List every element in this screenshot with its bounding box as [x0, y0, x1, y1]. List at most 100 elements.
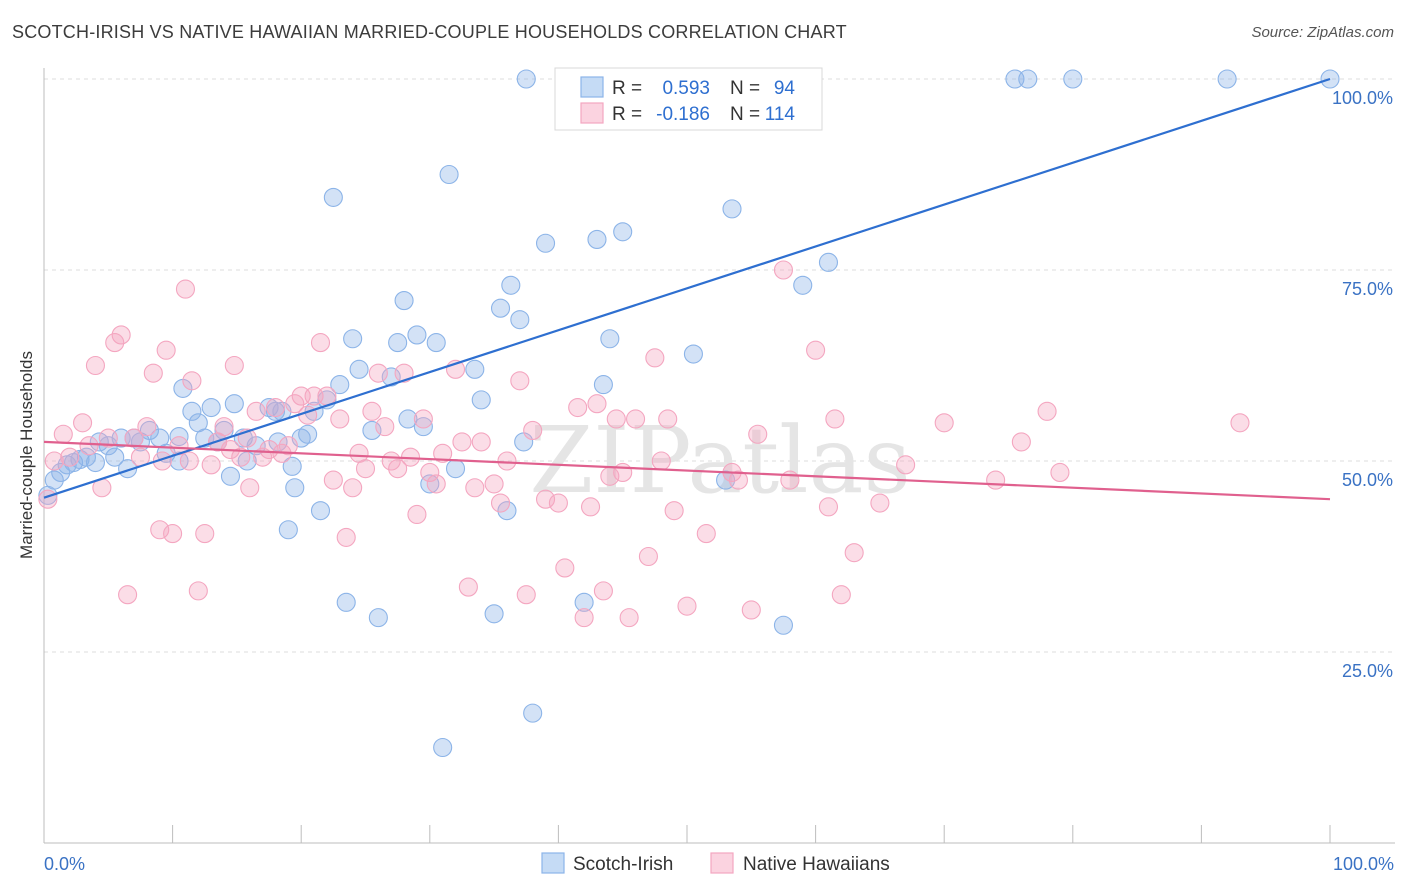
scotch-irish-point-75: [600, 329, 620, 349]
scotch-irish-point-68: [510, 310, 530, 330]
legend-n-value-2: 114: [765, 104, 796, 125]
y-tick-labels: 25.0% 50.0% 75.0% 100.0%: [1332, 88, 1393, 681]
scotch-irish-point-40: [298, 424, 318, 444]
scotch-irish-point-66: [497, 501, 517, 521]
scotch-irish-point-28: [224, 394, 244, 414]
native-hawaiian-point-30: [224, 355, 244, 376]
native-hawaiian-trend-line: [43, 440, 1331, 501]
native-hawaiian-point-8: [98, 428, 118, 448]
native-hawaiian-point-61: [420, 462, 440, 483]
native-hawaiian-point-89: [645, 348, 665, 368]
scotch-irish-point-67: [501, 275, 521, 295]
y-tick-label-100: 100.0%: [1332, 88, 1393, 108]
scotch-irish-point-65: [490, 298, 511, 318]
native-hawaiian-point-111: [1037, 401, 1057, 421]
native-hawaiian-point-22: [179, 451, 199, 471]
scotch-irish-point-37: [285, 478, 305, 498]
scotch-irish-point-27: [220, 466, 241, 486]
native-hawaiian-point-90: [651, 451, 671, 471]
native-hawaiian-point-68: [471, 432, 491, 452]
scotch-irish-point-83: [516, 69, 536, 89]
native-hawaiian-point-69: [484, 474, 504, 494]
y-tick-label-25: 25.0%: [1342, 661, 1393, 681]
scotch-irish-point-60: [439, 164, 459, 185]
native-hawaiian-point-67: [465, 478, 485, 498]
bottom-legend-swatch-native-hawaiians: [710, 852, 734, 874]
scotch-irish-point-36: [278, 520, 298, 540]
scotch-irish-point-52: [388, 333, 408, 353]
native-hawaiian-point-101: [806, 340, 826, 360]
native-hawaiian-point-78: [568, 397, 588, 418]
native-hawaiian-point-12: [124, 428, 144, 448]
scotch-irish-point-54: [398, 409, 418, 429]
scotch-irish-point-45: [330, 375, 350, 395]
native-hawaiian-point-71: [497, 451, 517, 471]
native-hawaiian-point-4: [73, 413, 93, 433]
native-hawaiian-point-86: [619, 608, 639, 628]
scotch-irish-point-2: [51, 462, 71, 483]
scotch-irish-point-70: [523, 703, 543, 723]
legend-swatch-native-hawaiians: [580, 102, 604, 124]
native-hawaiian-point-5: [79, 436, 99, 456]
scotch-irish-point-46: [336, 592, 356, 612]
scotch-irish-point-18: [169, 451, 189, 471]
native-hawaiian-point-39: [278, 436, 298, 456]
watermark: ZIPatlas: [529, 407, 910, 514]
native-hawaiian-point-3: [60, 447, 80, 467]
scotch-irish-point-48: [349, 359, 369, 379]
native-hawaiian-point-73: [516, 585, 536, 605]
native-hawaiian-point-74: [523, 420, 543, 440]
correlation-legend: R = 0.593 N = 94 R = -0.186 N = 114: [554, 67, 823, 131]
scotch-irish-point-63: [471, 390, 491, 410]
native-hawaiian-point-104: [831, 585, 851, 605]
native-hawaiian-point-106: [870, 493, 890, 513]
trend-lines: [43, 77, 1331, 501]
scotch-irish-point-62: [465, 359, 485, 379]
native-hawaiian-point-37: [265, 397, 286, 418]
scotch-irish-point-76: [613, 222, 633, 242]
bottom-legend-swatch-scotch-irish: [541, 852, 565, 874]
native-hawaiian-point-24: [188, 581, 208, 601]
scotch-irish-point-82: [818, 252, 839, 272]
y-axis-label: Married-couple Households: [17, 351, 36, 559]
native-hawaiian-point-48: [336, 527, 356, 547]
legend-r-value-1: 0.593: [662, 78, 710, 99]
scotch-irish-point-42: [310, 501, 331, 521]
native-hawaiian-point-40: [285, 394, 305, 414]
scotch-irish-point-44: [323, 187, 343, 207]
native-hawaiian-point-87: [626, 409, 646, 429]
scotch-irish-point-23: [195, 428, 215, 448]
native-hawaiian-point-34: [246, 401, 266, 421]
scotch-irish-point-51: [381, 367, 401, 387]
native-hawaiian-point-62: [426, 474, 446, 494]
native-hawaiian-point-84: [606, 409, 626, 429]
source-credit: Source: ZipAtlas.com: [1251, 24, 1394, 41]
scotch-irish-point-77: [683, 344, 703, 364]
native-hawaiian-point-88: [638, 546, 658, 567]
native-hawaiian-point-44: [310, 333, 331, 353]
scotch-irish-point-10: [105, 447, 125, 467]
bottom-legend-label-native-hawaiians: Native Hawaiians: [743, 854, 890, 875]
scotch-irish-point-58: [426, 333, 446, 353]
native-hawaiian-point-54: [375, 417, 395, 437]
native-hawaiian-point-33: [240, 478, 260, 498]
native-hawaiian-point-31: [231, 447, 251, 467]
scotch-irish-point-55: [407, 325, 427, 345]
native-hawaiian-point-93: [677, 596, 697, 616]
native-hawaiian-points: [38, 260, 1250, 628]
chart-title: SCOTCH-IRISH VS NATIVE HAWAIIAN MARRIED-…: [12, 22, 847, 42]
native-hawaiian-point-94: [696, 524, 716, 544]
native-hawaiian-point-75: [535, 489, 556, 509]
legend-n-label-2: N =: [730, 104, 760, 125]
scotch-irish-point-64: [484, 604, 504, 624]
bottom-legend-label-scotch-irish: Scotch-Irish: [573, 854, 673, 875]
native-hawaiian-point-10: [111, 325, 131, 345]
native-hawaiian-point-81: [587, 394, 607, 414]
native-hawaiian-point-112: [1050, 462, 1070, 483]
native-hawaiian-point-14: [137, 417, 157, 437]
scotch-irish-point-24: [201, 397, 221, 418]
axes: [43, 68, 1395, 844]
legend-r-value-2: -0.186: [656, 104, 710, 125]
native-hawaiian-point-82: [593, 581, 613, 601]
